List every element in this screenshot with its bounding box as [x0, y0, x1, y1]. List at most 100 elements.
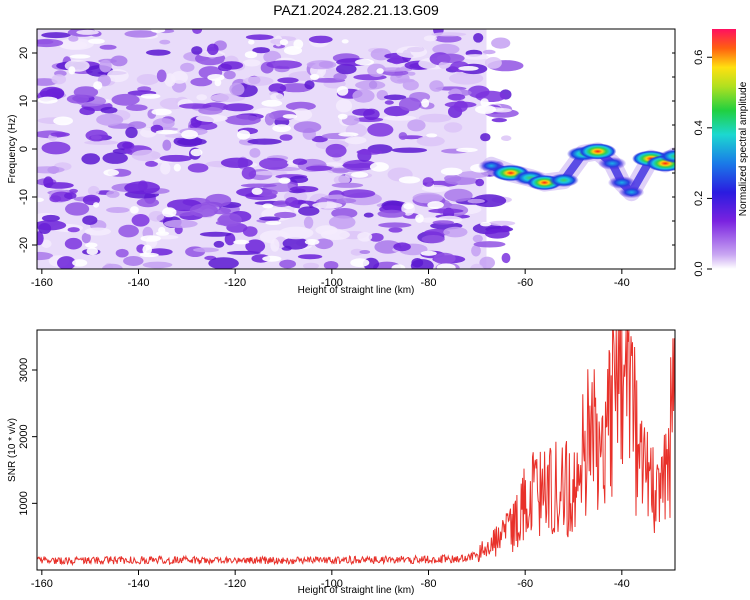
heatmap-noise-cell	[303, 262, 319, 269]
heatmap-noise-cell	[190, 77, 213, 87]
heatmap-noise-cell	[431, 32, 467, 37]
heatmap-noise-cell	[377, 209, 406, 218]
heatmap-noise-gap	[155, 129, 178, 135]
heatmap-noise-cell	[241, 166, 257, 180]
heatmap-noise-gap	[207, 74, 225, 81]
heatmap-noise-cell	[110, 55, 128, 67]
heatmap-noise-cell	[37, 220, 67, 231]
chart-title: PAZ1.2024.282.21.13.G09	[273, 2, 439, 18]
spectrogram-y-label: Frequency (Hz)	[7, 115, 18, 184]
heatmap-noise-cell	[49, 195, 62, 203]
heatmap-noise-cell	[259, 157, 289, 170]
heatmap-noise-gap	[272, 124, 291, 133]
heatmap-noise-cell	[501, 252, 511, 264]
spectrogram-x-tick-label: -60	[517, 277, 533, 289]
heatmap-noise-cell	[383, 94, 407, 101]
heatmap-noise-cell	[297, 254, 323, 260]
snr-y-axis: 1000 2000 3000	[18, 358, 37, 516]
heatmap-noise-cell	[37, 231, 44, 246]
heatmap-noise-gap	[338, 132, 359, 137]
heatmap-noise-gap	[480, 222, 492, 227]
heatmap-noise-cell	[278, 226, 314, 240]
heatmap-noise-cell	[171, 71, 188, 84]
heatmap-noise-gap	[140, 93, 161, 99]
heatmap-noise-cell	[447, 93, 466, 101]
heatmap-noise-cell	[285, 197, 299, 207]
heatmap-noise-cell	[350, 248, 364, 256]
heatmap-noise-gap	[421, 98, 430, 108]
heatmap-noise-cell	[449, 72, 484, 85]
heatmap-noise-cell	[422, 177, 434, 187]
heatmap-noise-cell	[285, 101, 316, 111]
heatmap-signal-peak	[548, 173, 579, 187]
heatmap-noise-gap	[415, 214, 424, 223]
heatmap-noise-gap	[237, 130, 251, 140]
heatmap-noise-cell	[173, 135, 203, 147]
heatmap-noise-gap	[336, 86, 349, 96]
heatmap-noise-cell	[293, 121, 322, 133]
heatmap-noise-cell	[96, 113, 124, 126]
heatmap-noise-gap	[391, 264, 406, 269]
heatmap-noise-cell	[428, 208, 464, 214]
heatmap-noise-cell	[359, 250, 371, 254]
heatmap-noise-gap	[151, 108, 172, 116]
heatmap-noise-gap	[282, 114, 298, 119]
heatmap-noise-cell	[242, 76, 274, 86]
spectrogram-y-tick-label: 20	[18, 47, 30, 59]
heatmap-noise-gap	[351, 171, 369, 178]
snr-x-axis: -160 -140 -120 -100 -80 -60 -40	[31, 570, 630, 590]
heatmap-noise-cell	[303, 216, 314, 229]
heatmap-noise-cell	[151, 151, 161, 159]
snr-x-tick-label: -160	[31, 578, 53, 590]
heatmap-noise-cell	[421, 235, 445, 244]
heatmap-noise-cell	[68, 35, 79, 42]
heatmap-noise-cell	[472, 194, 507, 208]
spectrogram-y-tick-label: 0	[18, 146, 30, 152]
heatmap-noise-gap	[37, 96, 58, 104]
heatmap-noise-gap	[369, 162, 389, 172]
heatmap-noise-gap	[151, 29, 166, 33]
heatmap-noise-gap	[86, 247, 99, 256]
heatmap-noise-cell	[308, 35, 333, 44]
heatmap-noise-gap	[53, 116, 73, 126]
heatmap-noise-cell	[37, 251, 54, 261]
heatmap-noise-cell	[220, 61, 244, 70]
heatmap-noise-gap	[420, 250, 437, 256]
heatmap-noise-cell	[458, 171, 489, 179]
spectrogram-x-tick-label: -80	[421, 277, 437, 289]
heatmap-noise-cell	[242, 59, 261, 67]
snr-plot-area	[37, 330, 675, 570]
heatmap-noise-cell	[126, 104, 148, 111]
heatmap-noise-cell	[252, 47, 270, 54]
heatmap-noise-cell	[67, 227, 80, 233]
heatmap-noise-cell	[368, 233, 384, 242]
heatmap-noise-gap	[233, 239, 250, 245]
heatmap-noise-cell	[424, 228, 450, 237]
heatmap-noise-cell	[220, 157, 253, 168]
heatmap-noise-cell	[37, 38, 64, 48]
heatmap-noise-gap	[304, 239, 320, 245]
heatmap-noise-cell	[472, 234, 483, 243]
heatmap-noise-cell	[207, 43, 219, 55]
heatmap-noise-gap	[262, 203, 274, 209]
heatmap-noise-cell	[462, 54, 489, 60]
heatmap-noise-cell	[436, 53, 465, 63]
colorbar-label: Normalized spectral amplitude	[738, 81, 749, 216]
heatmap-noise-gap	[350, 258, 370, 268]
snr-x-tick-label: -140	[127, 578, 149, 590]
heatmap-noise-cell	[356, 149, 383, 155]
heatmap-noise-cell	[471, 244, 481, 257]
heatmap-signal-peak	[618, 186, 645, 199]
heatmap-noise-cell	[443, 122, 463, 133]
heatmap-noise-gap	[293, 39, 304, 49]
heatmap-noise-cell	[124, 30, 157, 38]
heatmap-noise-cell	[282, 237, 309, 250]
colorbar-tick-label: 0.6	[693, 50, 705, 65]
heatmap-noise-cell	[213, 240, 225, 248]
heatmap-noise-cell	[85, 129, 108, 142]
heatmap-noise-cell	[325, 143, 347, 158]
colorbar: 0.0 0.2 0.4 0.6 Normalized spectral amplitu…	[693, 29, 749, 277]
heatmap-noise-cell	[432, 43, 460, 55]
heatmap-noise-cell	[100, 106, 118, 114]
